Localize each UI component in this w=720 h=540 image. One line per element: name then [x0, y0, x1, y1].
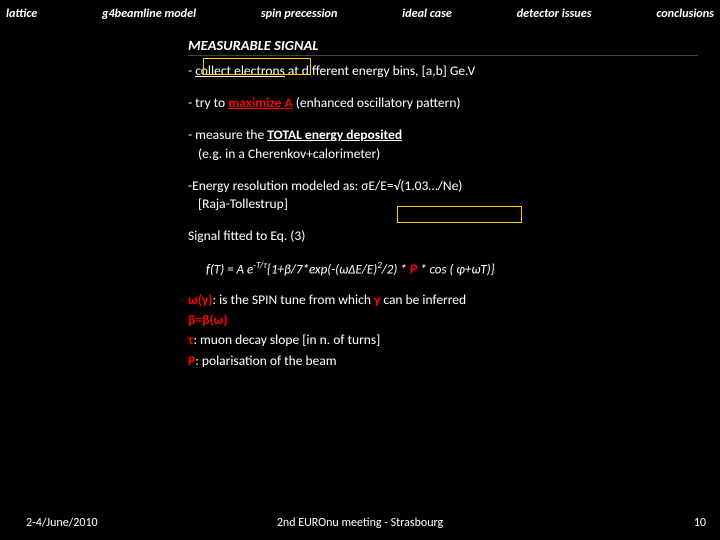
formula-exp: -T/τ — [253, 260, 267, 271]
tab-spin: spin precession — [261, 6, 338, 21]
collect-electrons: collect electrons — [195, 62, 285, 79]
text: - measure the — [188, 126, 267, 143]
text: : muon decay slope [in n. of turns] — [193, 331, 380, 348]
formula-pre: f(T) = A e — [206, 262, 253, 277]
slide-content: MEASURABLE SIGNAL - collect electrons at… — [188, 36, 698, 384]
text: [Raja-Tollestrup] — [188, 195, 288, 212]
tab-lattice: lattice — [6, 6, 37, 21]
sigma-formula: σE/E=√(1.03…/Ne) — [361, 177, 462, 194]
beta-eq: β=β(ω) — [188, 311, 228, 328]
text: - try to — [188, 94, 228, 111]
text: : is the SPIN tune from which — [212, 291, 374, 308]
formula: f(T) = A e-T/τ{1+β/7*exp(-(ωΔE/E)2/2) * … — [206, 260, 698, 277]
footer-date: 2-4/June/2010 — [26, 516, 98, 530]
text: -Energy resolution modeled as: — [188, 177, 361, 194]
text: (enhanced oscillatory pattern) — [293, 94, 461, 111]
formula-mid2: /2) * — [382, 262, 410, 277]
text: (e.g. in a Cherenkov+calorimeter) — [188, 145, 380, 162]
nav-tabs: lattice g4beamline model spin precession… — [0, 0, 720, 21]
text: can be inferred — [380, 291, 466, 308]
tab-conclusions: conclusions — [656, 6, 714, 21]
section-title: MEASURABLE SIGNAL — [188, 36, 698, 56]
footer: 2-4/June/2010 2nd EUROnu meeting - Stras… — [0, 516, 720, 530]
maximize-a: maximize A — [228, 94, 292, 111]
bullet-total-energy: - measure the TOTAL energy deposited (e.… — [188, 126, 698, 162]
tab-ideal: ideal case — [402, 6, 452, 21]
formula-mid: {1+β/7*exp(-(ωΔE/E) — [267, 262, 377, 277]
omega-gamma: ω(γ) — [188, 291, 212, 308]
total-energy: TOTAL energy deposited — [267, 126, 402, 143]
bullet-resolution: -Energy resolution modeled as: σE/E=√(1.… — [188, 177, 698, 213]
footer-venue: 2nd EUROnu meeting - Strasbourg — [277, 516, 443, 530]
text: : polarisation of the beam — [195, 352, 336, 369]
def-polarisation: P: polarisation of the beam — [188, 352, 698, 370]
def-omega: ω(γ): is the SPIN tune from which γ can … — [188, 291, 698, 309]
def-beta: β=β(ω) — [188, 311, 698, 329]
text: at different energy bins, [a,b] Ge.V — [285, 62, 475, 79]
tab-detector: detector issues — [517, 6, 592, 21]
bullet-maximize: - try to maximize A (enhanced oscillator… — [188, 94, 698, 112]
def-tau: τ: muon decay slope [in n. of turns] — [188, 331, 698, 349]
bullet-collect: - collect electrons at different energy … — [188, 62, 698, 80]
formula-post: * cos ( φ+ωT)} — [417, 262, 495, 277]
tab-model: g4beamline model — [102, 6, 196, 21]
fit-line: Signal fitted to Eq. (3) — [188, 227, 698, 245]
footer-page: 10 — [694, 516, 706, 530]
